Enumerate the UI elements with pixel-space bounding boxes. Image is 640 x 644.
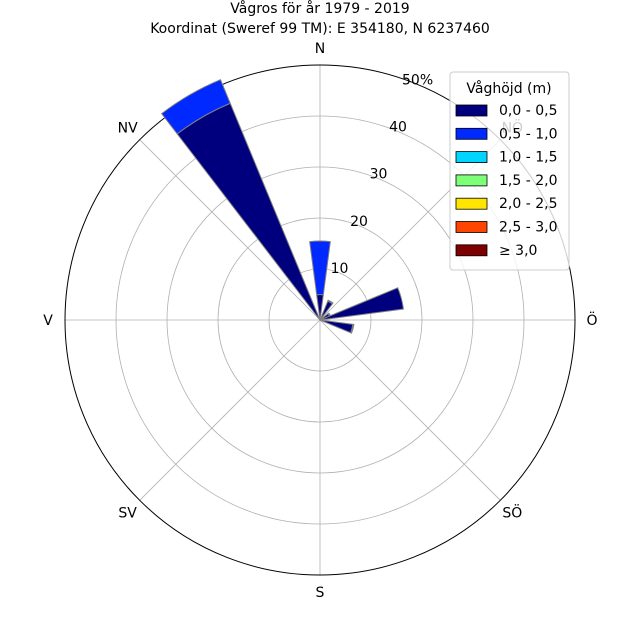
direction-label-SV: SV [118,505,137,521]
legend-label: 2,5 - 3,0 [499,220,557,236]
legend-label: 0,5 - 1,0 [499,126,557,142]
legend-frame [449,71,570,271]
legend-label: 1,0 - 1,5 [499,150,557,166]
chart-title-line1: Vågros för år 1979 - 2019 [230,0,409,17]
rose-bar-30-bin-1 [327,299,334,305]
legend-swatch [455,174,488,187]
legend-swatch [455,104,488,117]
grid-spoke-NV [139,139,321,321]
direction-label-SÖ: SÖ [502,503,522,521]
direction-label-NV: NV [118,121,138,137]
legend-swatch [455,221,488,233]
direction-label-V: V [43,313,53,329]
radial-tick-labels: 10 20 30 40 50% [331,72,434,276]
radial-tick-label: 10 [331,261,349,277]
legend-swatch [455,244,488,257]
legend-label: 1,5 - 2,0 [499,173,557,189]
rose-bars [160,79,404,334]
legend-label: ≥ 3,0 [499,243,537,259]
legend-label: 0,0 - 0,5 [499,103,557,119]
rose-bar-75-bin-0 [319,287,404,321]
grid-spoke-SV [139,319,321,501]
rose-bar-330-bin-0 [176,102,321,321]
legend: Våghöjd (m) 0,0 - 0,5 0,5 - 1,0 1,0 - 1,5 1… [449,71,570,271]
grid-spoke-SÖ [319,319,501,501]
direction-label-Ö: Ö [586,311,597,329]
radial-tick-label: 40 [389,120,407,136]
legend-swatch [455,151,488,164]
rose-bar-0-bin-1 [309,240,331,296]
legend-title: Våghöjd (m) [466,80,551,97]
rose-bar-330-bin-1 [160,79,231,135]
legend-label: 2,0 - 2,5 [499,196,557,212]
radial-tick-label: 30 [370,167,388,183]
legend-swatch [455,127,488,140]
legend-swatch [455,197,488,210]
radial-tick-label: 50% [402,72,433,88]
direction-label-S: S [316,585,325,601]
direction-label-N: N [315,41,325,57]
rose-bar-105-bin-1 [349,323,355,334]
polar-frame [64,64,576,576]
legend-entries: 0,0 - 0,5 0,5 - 1,0 1,0 - 1,5 1,5 - 2,0 2,0 … [455,103,557,259]
radial-tick-label: 20 [350,214,368,230]
rose-bar-105-bin-0 [319,319,354,334]
chart-title-line2: Koordinat (Sweref 99 TM): E 354180, N 62… [150,21,490,37]
